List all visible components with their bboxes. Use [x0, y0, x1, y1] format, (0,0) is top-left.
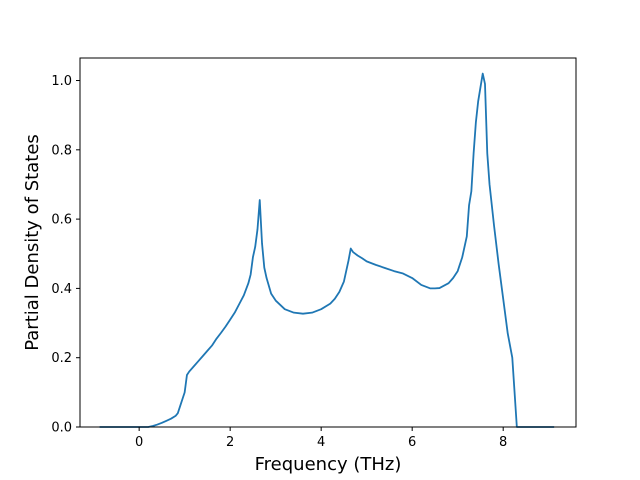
x-tick-label: 8 — [499, 435, 507, 450]
x-tick-label: 6 — [408, 435, 416, 450]
plot-area — [99, 72, 555, 428]
y-axis-ticks: 0.0 0.2 0.4 0.6 0.8 1.0 — [51, 74, 80, 436]
y-tick-label: 0.2 — [51, 351, 72, 366]
y-tick-label: 1.0 — [51, 74, 72, 89]
pdos-series-line — [99, 72, 555, 428]
y-axis-label: Partial Density of States — [22, 134, 43, 351]
x-tick-label: 0 — [135, 435, 143, 450]
x-axis-ticks: 0 2 4 6 8 — [135, 427, 507, 450]
x-tick-label: 2 — [226, 435, 234, 450]
x-axis-label: Frequency (THz) — [255, 454, 402, 475]
y-tick-label: 0.0 — [51, 421, 72, 436]
y-tick-label: 0.6 — [51, 213, 72, 228]
y-tick-label: 0.8 — [51, 143, 72, 158]
y-tick-label: 0.4 — [51, 282, 72, 297]
axes-frame — [79, 57, 577, 428]
x-tick-label: 4 — [317, 435, 325, 450]
